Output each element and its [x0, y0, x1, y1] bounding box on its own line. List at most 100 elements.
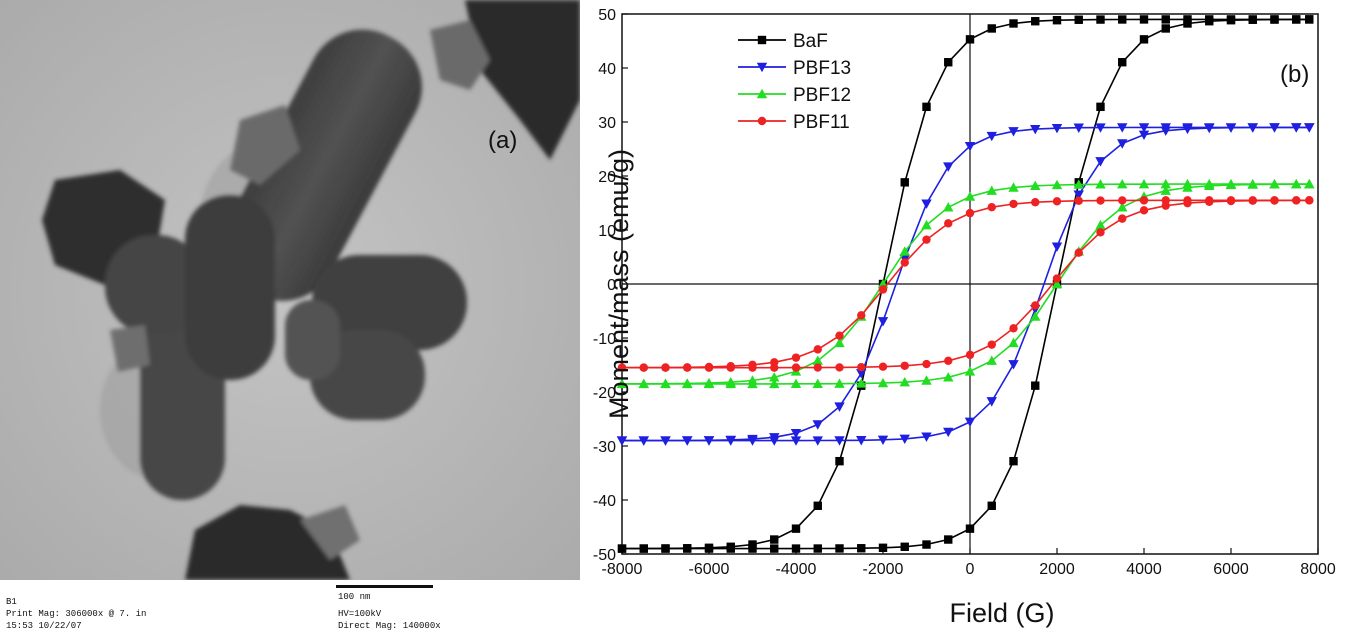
series-pbf12-point	[1117, 179, 1128, 189]
series-pbf11-point	[1052, 197, 1062, 206]
series-pbf11-point	[1139, 206, 1149, 215]
tem-direct-mag: Direct Mag: 140000x	[338, 621, 441, 631]
legend-marker-pbf12-point	[756, 88, 768, 99]
series-baf-point	[1031, 17, 1040, 26]
y-tick-label: 40	[598, 61, 616, 78]
chart-panel-label: (b)	[1280, 61, 1309, 88]
series-pbf13-point	[1291, 123, 1302, 133]
tem-hv: HV=100kV	[338, 609, 382, 619]
series-pbf12-point	[790, 378, 802, 389]
series-pbf11	[617, 196, 1314, 372]
series-pbf12-point	[986, 185, 997, 195]
series-pbf11-point	[1009, 199, 1018, 209]
y-tick-label: 30	[598, 115, 616, 132]
series-pbf11-point	[791, 353, 801, 362]
series-pbf13-point	[856, 369, 867, 379]
series-pbf12-point	[1204, 180, 1215, 191]
series-pbf11-point	[1096, 228, 1105, 237]
series-pbf12-point	[1095, 219, 1106, 230]
series-pbf13-point	[1247, 123, 1258, 133]
series-pbf13-point	[812, 436, 823, 446]
series-pbf11-point	[813, 345, 822, 354]
tem-micrograph-panel: (a) B1 Print Mag: 306000x @ 7. in 15:53 …	[0, 0, 580, 632]
series-pbf11-point	[944, 219, 953, 228]
series-pbf12-point	[812, 355, 823, 365]
series-pbf11-point	[835, 363, 844, 372]
series-pbf13	[616, 123, 1315, 446]
series-pbf11-point	[1226, 196, 1236, 206]
series-pbf13-point	[921, 432, 932, 442]
series-pbf12-point	[769, 372, 780, 382]
series-pbf13-point	[1138, 130, 1150, 140]
series-pbf13-point	[943, 162, 954, 172]
series-baf-point	[835, 544, 844, 553]
series-baf-point	[1292, 15, 1301, 24]
y-tick-label: 50	[598, 7, 616, 24]
x-tick-label: -6000	[689, 561, 730, 578]
series-pbf11-point	[878, 362, 888, 371]
series-pbf12-point	[1291, 179, 1302, 189]
legend-label-pbf13: PBF13	[793, 58, 851, 79]
series-baf-point	[987, 24, 996, 33]
series-pbf12-point	[964, 366, 976, 376]
x-tick-label: -4000	[776, 561, 817, 578]
series-pbf12-point	[1138, 178, 1150, 189]
series-pbf13-point	[986, 131, 997, 142]
series-pbf11-point	[1161, 201, 1170, 210]
series-pbf12-point	[1095, 179, 1106, 189]
y-tick-label: 10	[598, 223, 616, 240]
series-pbf11-point	[1270, 196, 1279, 205]
series-baf-point	[1009, 456, 1018, 466]
series-pbf13-point	[682, 436, 693, 446]
series-pbf11-point	[813, 363, 822, 372]
series-baf-point	[1096, 15, 1105, 24]
x-tick-label: 8000	[1300, 561, 1336, 578]
series-baf-point	[944, 58, 953, 67]
series-pbf11-point	[965, 350, 975, 360]
series-pbf12-point	[725, 378, 736, 389]
series-pbf13-point	[1095, 123, 1106, 133]
series-pbf13-point	[703, 436, 715, 446]
series-pbf13-point	[1073, 190, 1084, 200]
series-pbf12-point	[834, 378, 845, 388]
series-pbf13-point	[877, 317, 889, 327]
y-axis-label: Moment/mass (emu/g)	[604, 149, 634, 419]
series-baf-point	[922, 102, 931, 112]
series-pbf11-point	[878, 285, 888, 294]
series-pbf13-point	[943, 427, 954, 438]
x-tick-label: 6000	[1213, 561, 1249, 578]
series-baf-point	[987, 501, 996, 510]
series-pbf12-point	[986, 355, 997, 365]
series-pbf13-point	[616, 436, 628, 446]
series-baf-point	[857, 544, 866, 553]
series-baf-point	[1248, 15, 1257, 24]
series-pbf11-point	[987, 340, 996, 349]
series-baf-point	[900, 178, 909, 187]
series-pbf13-point	[1008, 127, 1019, 137]
series-pbf11-point	[857, 311, 866, 320]
series-pbf13-point	[964, 141, 976, 152]
x-tick-label: 0	[966, 561, 975, 578]
series-pbf11-point	[1031, 301, 1040, 310]
series-pbf11-point	[835, 331, 844, 340]
series-pbf12-point	[899, 376, 910, 387]
series-pbf13-point	[1051, 242, 1063, 252]
series-baf-point	[1161, 24, 1170, 33]
series-pbf11-point	[900, 361, 909, 370]
x-axis-label: Field (G)	[949, 598, 1054, 628]
series-pbf13-point	[986, 397, 997, 407]
series-pbf11-point	[1118, 214, 1127, 223]
series-pbf11-point	[922, 235, 931, 244]
series-baf-point	[878, 543, 888, 552]
series-pbf11-point	[1052, 274, 1062, 283]
series-pbf12-point	[1008, 182, 1019, 192]
series-pbf11-point	[1205, 197, 1214, 206]
series-pbf11-point	[1074, 196, 1083, 206]
series-baf-point	[770, 535, 779, 544]
series-pbf12-point	[921, 219, 932, 230]
series-pbf12-point	[682, 378, 693, 389]
series-pbf11-point	[704, 363, 714, 372]
series-pbf12-point	[1269, 179, 1280, 189]
chart-legend: BaF PBF13 PBF12 PBF11	[738, 31, 851, 133]
series-pbf11-point	[1031, 198, 1040, 207]
